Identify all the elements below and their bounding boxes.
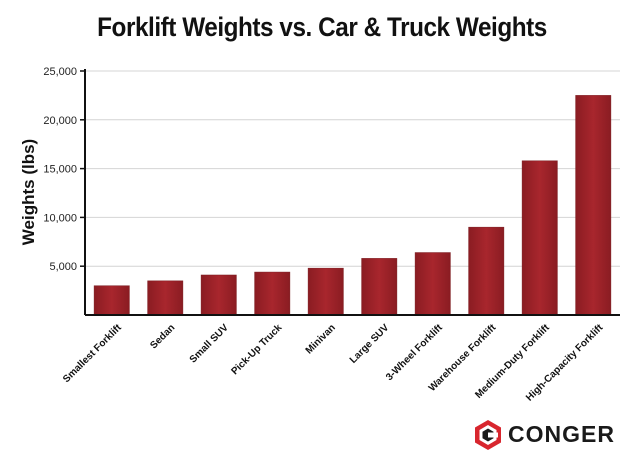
y-tick-label: 25,000: [43, 66, 77, 78]
bars: [93, 95, 612, 316]
y-tick-label: 5,000: [49, 261, 77, 273]
y-tick-label: 20,000: [43, 115, 77, 127]
x-tick-label: Sedan: [148, 322, 177, 351]
brand-name: CONGER: [508, 421, 615, 447]
axes: [80, 69, 620, 316]
x-tick-label: Pick-Up Truck: [229, 322, 284, 377]
y-tick-labels: 5,000 10,000 15,000 20,000 25,000: [43, 66, 77, 273]
bar: [468, 226, 505, 316]
y-tick-label: 10,000: [43, 212, 77, 224]
bar: [307, 267, 344, 316]
bar: [414, 252, 451, 316]
bar: [93, 285, 130, 316]
bar: [575, 95, 612, 316]
bar: [361, 258, 398, 316]
x-tick-label: Smallest Forklift: [61, 322, 124, 385]
y-axis-label: Weights (lbs): [19, 139, 38, 245]
bar: [200, 274, 237, 316]
x-tick-label: Large SUV: [348, 322, 392, 366]
bar: [521, 160, 558, 316]
x-tick-label: Small SUV: [188, 322, 231, 365]
x-tick-label: Minivan: [304, 322, 338, 356]
x-tick-label: 3-Wheel Forklift: [384, 322, 445, 383]
conger-logo-icon: [475, 420, 501, 450]
conger-logo: CONGER: [472, 419, 632, 451]
chart-title: Forklift Weights vs. Car & Truck Weights: [97, 12, 547, 42]
bar: [147, 280, 184, 316]
bar: [254, 271, 291, 316]
y-tick-label: 15,000: [43, 164, 77, 176]
